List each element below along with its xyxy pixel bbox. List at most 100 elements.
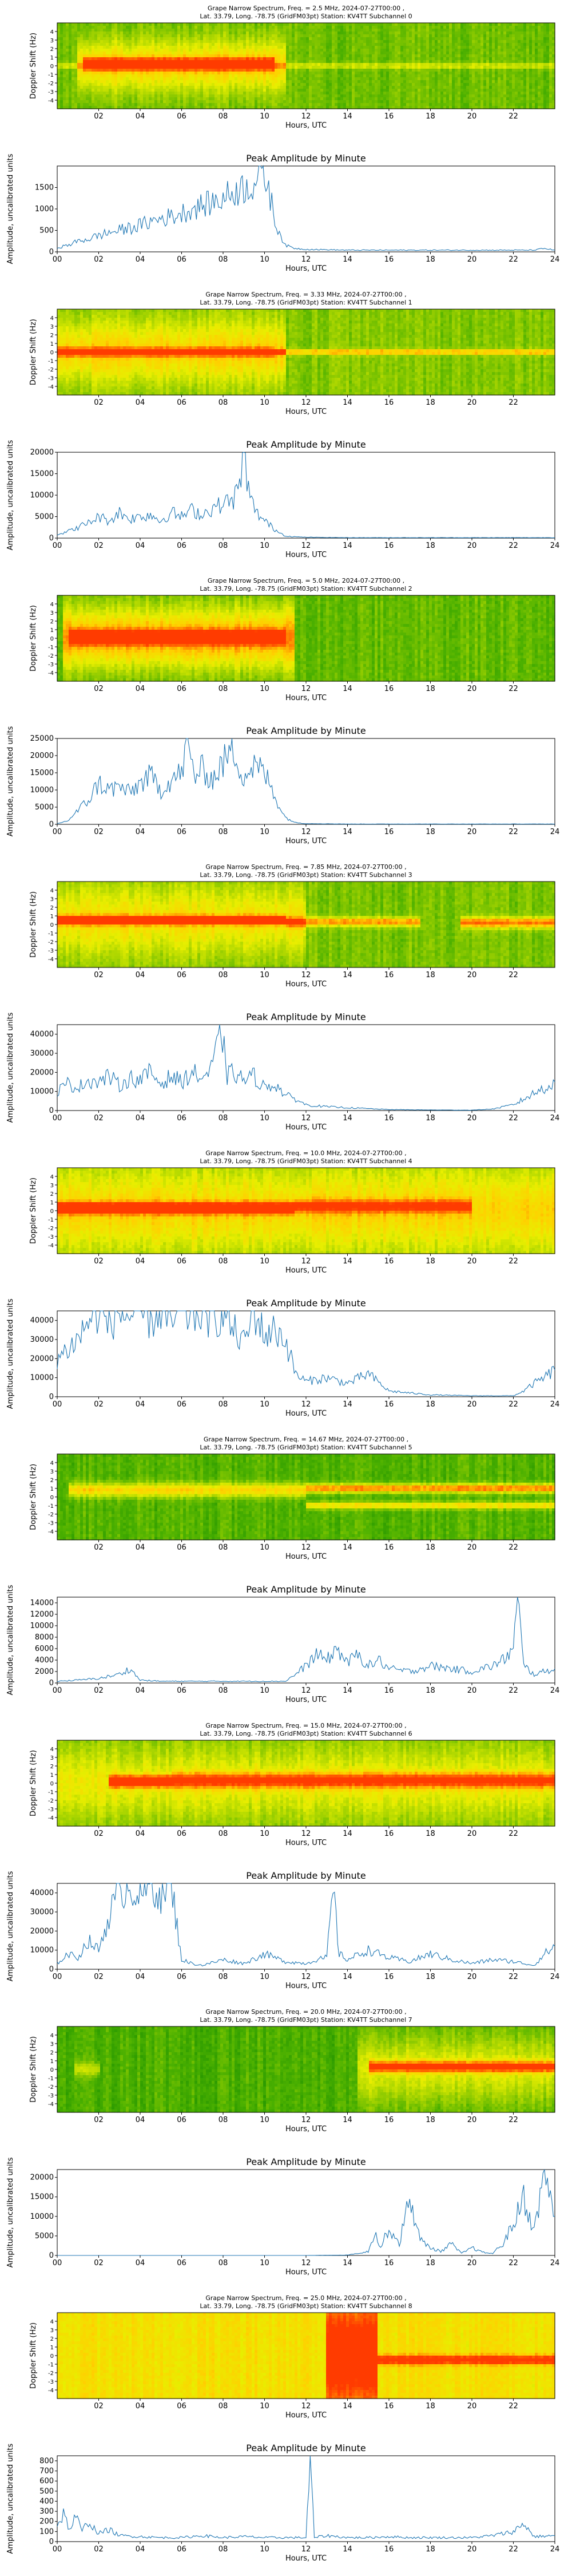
spectrogram-cell [63, 37, 66, 41]
spectrogram-cell [134, 23, 138, 26]
spectrogram-cell [117, 60, 121, 64]
spectrogram-cell [100, 23, 104, 26]
spectrogram-cell [72, 40, 75, 44]
spectrogram-cell [120, 40, 124, 44]
spectrogram-cell [57, 26, 61, 29]
spectrogram-cell [63, 66, 66, 69]
spectrogram-cell [129, 29, 132, 32]
spectrogram-cell [134, 29, 138, 32]
spectrogram-cell [94, 80, 98, 84]
spectrogram-cell [109, 103, 112, 106]
spectrogram-cell [114, 60, 118, 64]
spectrogram-cell [92, 31, 95, 35]
spectrogram-cell [63, 34, 66, 38]
spectrogram-cell [86, 60, 89, 64]
spectrogram-cell [92, 94, 95, 98]
spectrogram-cell [72, 103, 75, 106]
spectrogram-cell [134, 40, 138, 44]
spectrogram-cell [112, 49, 115, 52]
spectrogram-cell [123, 94, 126, 98]
spectrogram-cell [117, 26, 121, 29]
spectrogram-cell [97, 72, 101, 75]
spectrogram-cell [117, 66, 121, 69]
spectrogram-cell [106, 43, 109, 46]
spectrogram-cell [117, 83, 121, 86]
spectrogram-cell [66, 46, 69, 49]
spectrogram-cell [94, 66, 98, 69]
spectrogram-cell [112, 29, 115, 32]
spectrogram-cell [120, 31, 124, 35]
spectrogram-cell [103, 86, 106, 89]
spectrogram-cell [114, 40, 118, 44]
spectrogram-cell [100, 89, 104, 92]
spectrogram-cell [106, 89, 109, 92]
spectrogram-cell [109, 92, 112, 95]
spectrogram-cell [132, 103, 135, 106]
spectrogram-cell [69, 92, 72, 95]
spectrogram-cell [69, 60, 72, 64]
spectrogram-cell [129, 80, 132, 84]
spectrogram-cell [97, 60, 101, 64]
spectrogram-cell [69, 26, 72, 29]
spectrogram-cell [72, 72, 75, 75]
spectrogram-cell [89, 74, 92, 78]
spectrogram-cell [137, 40, 141, 44]
spectrogram-cell [129, 43, 132, 46]
spectrogram-cell [103, 54, 106, 58]
spectrogram-cell [134, 31, 138, 35]
spectrogram-cell [123, 60, 126, 64]
spectrogram-cell [112, 23, 115, 26]
spectrogram-cell [69, 40, 72, 44]
spectrogram-cell [92, 60, 95, 64]
spectrogram-cell [109, 66, 112, 69]
spectrogram-cell [97, 34, 101, 38]
spectrogram-cell [100, 94, 104, 98]
spectrogram-cell [134, 77, 138, 81]
spectrogram-cell [126, 92, 129, 95]
spectrogram-cell [126, 46, 129, 49]
spectrogram-cell [137, 26, 141, 29]
spectrogram-cell [112, 52, 115, 55]
spectrogram-cell [106, 103, 109, 106]
spectrogram-cell [132, 57, 135, 61]
spectrogram-cell [80, 49, 84, 52]
spectrogram-cell [106, 60, 109, 64]
spectrogram-cell [117, 54, 121, 58]
spectrogram-cell [94, 23, 98, 26]
spectrogram-cell [74, 103, 78, 106]
spectrogram-cell [89, 100, 92, 104]
spectrogram-cell [80, 46, 84, 49]
spectrogram-cell [92, 77, 95, 81]
spectrogram-cell [66, 74, 69, 78]
spectrogram-cell [74, 52, 78, 55]
spectrogram-cell [103, 77, 106, 81]
spectrogram-cell [57, 52, 61, 55]
spectrogram-cell [97, 57, 101, 61]
spectrogram-cell [100, 97, 104, 101]
spectrogram-cell [129, 34, 132, 38]
spectrogram-cell [129, 49, 132, 52]
spectrogram-cell [86, 97, 89, 101]
spectrogram-cell [103, 66, 106, 69]
spectrogram-cell [120, 89, 124, 92]
spectrogram-cell [114, 103, 118, 106]
spectrogram-cell [117, 72, 121, 75]
spectrogram-cell [129, 97, 132, 101]
spectrogram-cell [69, 34, 72, 38]
spectrogram-cell [77, 29, 81, 32]
spectrogram-subtitle: Lat. 33.79, Long. -78.75 (GridFM03pt) St… [200, 13, 412, 20]
spectrogram-cell [103, 49, 106, 52]
spectrogram-cell [89, 54, 92, 58]
spectrogram-cell [77, 43, 81, 46]
spectrogram-cell [74, 43, 78, 46]
spectrogram-cell [103, 52, 106, 55]
spectrogram-cell [109, 86, 112, 89]
spectrogram-cell [60, 34, 63, 38]
spectrogram-cell [80, 34, 84, 38]
spectrogram-cell [86, 49, 89, 52]
spectrogram-cell [80, 40, 84, 44]
spectrogram-cell [134, 60, 138, 64]
spectrogram-cell [57, 89, 61, 92]
spectrogram-cell [103, 43, 106, 46]
spectrogram-cell [74, 94, 78, 98]
